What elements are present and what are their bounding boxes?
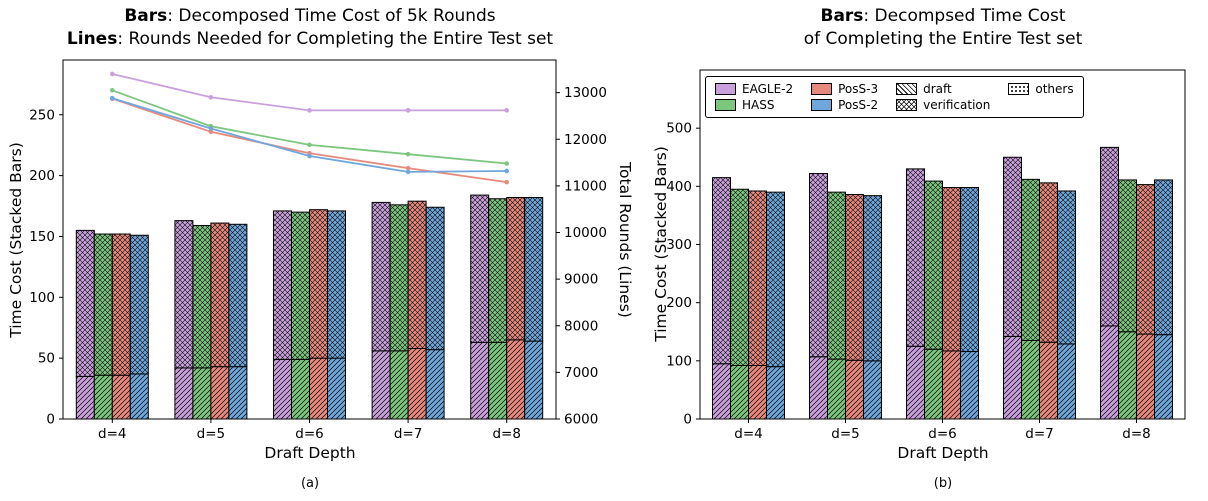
svg-text:d=6: d=6 (928, 426, 956, 442)
chart-b-title-line2: of Completing the Entire Test set (648, 28, 1208, 51)
svg-text:9000: 9000 (564, 272, 598, 288)
svg-text:6000: 6000 (564, 412, 598, 428)
svg-text:500: 500 (666, 121, 692, 137)
svg-text:11000: 11000 (564, 178, 607, 194)
legend-label: HASS (742, 98, 775, 112)
legend-label: EAGLE-2 (742, 82, 794, 96)
svg-text:300: 300 (666, 237, 692, 253)
svg-text:100: 100 (29, 290, 55, 306)
svg-text:400: 400 (666, 179, 692, 195)
chart-a-title-line2: Lines: Rounds Needed for Completing the … (0, 28, 620, 51)
title-text: : Rounds Needed for Completing the Entir… (117, 29, 554, 49)
chart-a-caption: (a) (300, 476, 320, 491)
chart-a-title: Bars: Decomposed Time Cost of 5k Rounds … (0, 5, 620, 51)
dots-hatch-swatch (1008, 83, 1030, 95)
chart-b-ylabel: Time Cost (Stacked Bars) (652, 146, 670, 342)
chart-a-canvas: 0 50 100 150 200 250 6000 7000 8000 9000 10000 1100… (29, 59, 607, 442)
legend-item-poss-2: PosS-2 (811, 98, 878, 112)
svg-text:200: 200 (666, 295, 692, 311)
legend-item-draft: draft (896, 82, 990, 96)
svg-text:50: 50 (38, 351, 55, 367)
svg-text:d=4: d=4 (734, 426, 762, 442)
svg-text:d=8: d=8 (1122, 426, 1150, 442)
title-text: : Decomposed Time Cost of 5k Rounds (167, 6, 496, 26)
svg-text:d=5: d=5 (197, 426, 225, 442)
svg-text:250: 250 (29, 107, 55, 123)
legend-item-eagle-2: EAGLE-2 (715, 82, 793, 96)
legend-label: PosS-2 (838, 98, 879, 112)
svg-text:d=7: d=7 (1025, 426, 1053, 442)
svg-text:150: 150 (29, 229, 55, 245)
color-swatch (811, 83, 833, 95)
chart-a-ylabel-right: Total Rounds (Lines) (616, 162, 634, 318)
chart-a-title-line1: Bars: Decomposed Time Cost of 5k Rounds (0, 5, 620, 28)
chart-a-xlabel: Draft Depth (264, 444, 356, 462)
svg-text:d=8: d=8 (492, 426, 520, 442)
svg-text:0: 0 (683, 412, 692, 428)
legend-item-verification: verification (896, 98, 990, 112)
svg-text:8000: 8000 (564, 318, 598, 334)
legend-label: draft (923, 82, 952, 96)
title-text: : Decompsed Time Cost (863, 6, 1066, 26)
svg-text:0: 0 (46, 412, 55, 428)
svg-text:100: 100 (666, 353, 692, 369)
title-bold: Bars (124, 6, 168, 26)
svg-text:d=5: d=5 (831, 426, 859, 442)
chart-panel-b: Bars: Decompsed Time Cost of Completing … (648, 0, 1208, 501)
svg-text:13000: 13000 (564, 85, 607, 101)
chart-panel-a: Bars: Decomposed Time Cost of 5k Rounds … (0, 5, 634, 491)
legend-label: others (1035, 82, 1074, 96)
svg-text:7000: 7000 (564, 365, 598, 381)
svg-text:d=7: d=7 (394, 426, 422, 442)
chart-a-ylabel-left: Time Cost (Stacked Bars) (7, 142, 25, 338)
chart-b-legend: EAGLE-2 HASS PosS-3 PosS-2 draft verification… (705, 76, 1084, 118)
legend-label: verification (923, 98, 991, 112)
title-bold: Bars (820, 6, 864, 26)
legend-item-hass: HASS (715, 98, 793, 112)
chart-b-title: Bars: Decompsed Time Cost of Completing … (648, 5, 1208, 51)
chart-b-canvas: 0 100 200 300 400 500 d=4 d=5 d=6 d=7 d=8 (666, 69, 1186, 442)
color-swatch (811, 99, 833, 111)
legend-label: PosS-3 (838, 82, 879, 96)
chart-b-title-line1: Bars: Decompsed Time Cost (648, 5, 1208, 28)
legend-item-poss-3: PosS-3 (811, 82, 878, 96)
cross-hatch-swatch (896, 99, 918, 111)
title-text: of Completing the Entire Test set (803, 29, 1083, 49)
svg-text:d=6: d=6 (295, 426, 323, 442)
svg-text:200: 200 (29, 168, 55, 184)
color-swatch (715, 83, 736, 95)
diag-hatch-swatch (896, 83, 918, 95)
svg-text:12000: 12000 (564, 132, 607, 148)
chart-b-xlabel: Draft Depth (897, 444, 989, 462)
chart-b-caption: (b) (933, 476, 953, 491)
svg-text:d=4: d=4 (98, 426, 126, 442)
legend-item-others: others (1008, 82, 1074, 96)
svg-text:10000: 10000 (564, 225, 607, 241)
title-bold: Lines (66, 29, 118, 49)
color-swatch (715, 99, 736, 111)
